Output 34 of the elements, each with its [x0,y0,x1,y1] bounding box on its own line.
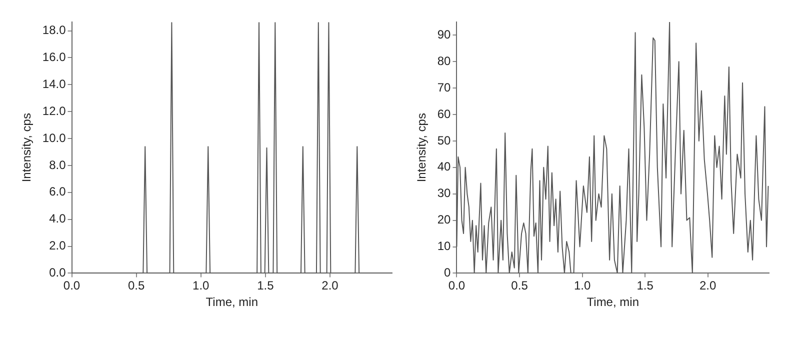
x-tick-label: 0.0 [63,278,80,293]
y-tick-label: 16.0 [42,50,66,64]
y-tick-label: 10.0 [42,130,66,145]
y-tick-label: 2.0 [49,238,66,253]
y-tick-label: 18.0 [42,23,66,38]
y-tick-label: 60 [437,106,452,121]
x-tick-label: 1.0 [192,278,210,293]
x-tick-label: 1.5 [257,278,274,293]
y-tick-label: 12.0 [42,104,66,118]
x-tick-label: 1.5 [636,278,654,293]
x-tick-label: 2.0 [322,278,339,293]
x-tick-label: 1.0 [574,278,591,293]
y-tick-label: 8.0 [49,158,66,172]
y-tick-label: 4.0 [49,212,66,226]
y-tick-label: 70 [437,80,452,94]
y-tick-label: 40 [437,160,452,174]
y-tick-label: 10 [437,239,452,254]
x-tick-label: 0.5 [128,278,145,293]
y-axis-title: Intensity, cps [20,113,34,182]
x-tick-label: 2.0 [700,278,717,293]
y-tick-label: 90 [437,28,452,42]
x-axis-title: Time, min [586,295,639,310]
x-tick-label: 0.0 [448,278,466,293]
y-tick-label: 20 [437,212,452,227]
y-tick-label: 0 [444,266,452,280]
x-axis-title: Time, min [206,295,258,310]
y-axis-title: Intensity, cps [414,113,429,182]
x-tick-label: 0.5 [511,278,528,293]
y-tick-label: 14.0 [42,76,66,91]
y-tick-label: 6.0 [49,184,66,199]
y-tick-label: 30 [437,186,452,200]
y-tick-label: 50 [437,133,452,148]
y-tick-label: 0.0 [49,266,66,280]
y-tick-label: 80 [437,54,452,68]
